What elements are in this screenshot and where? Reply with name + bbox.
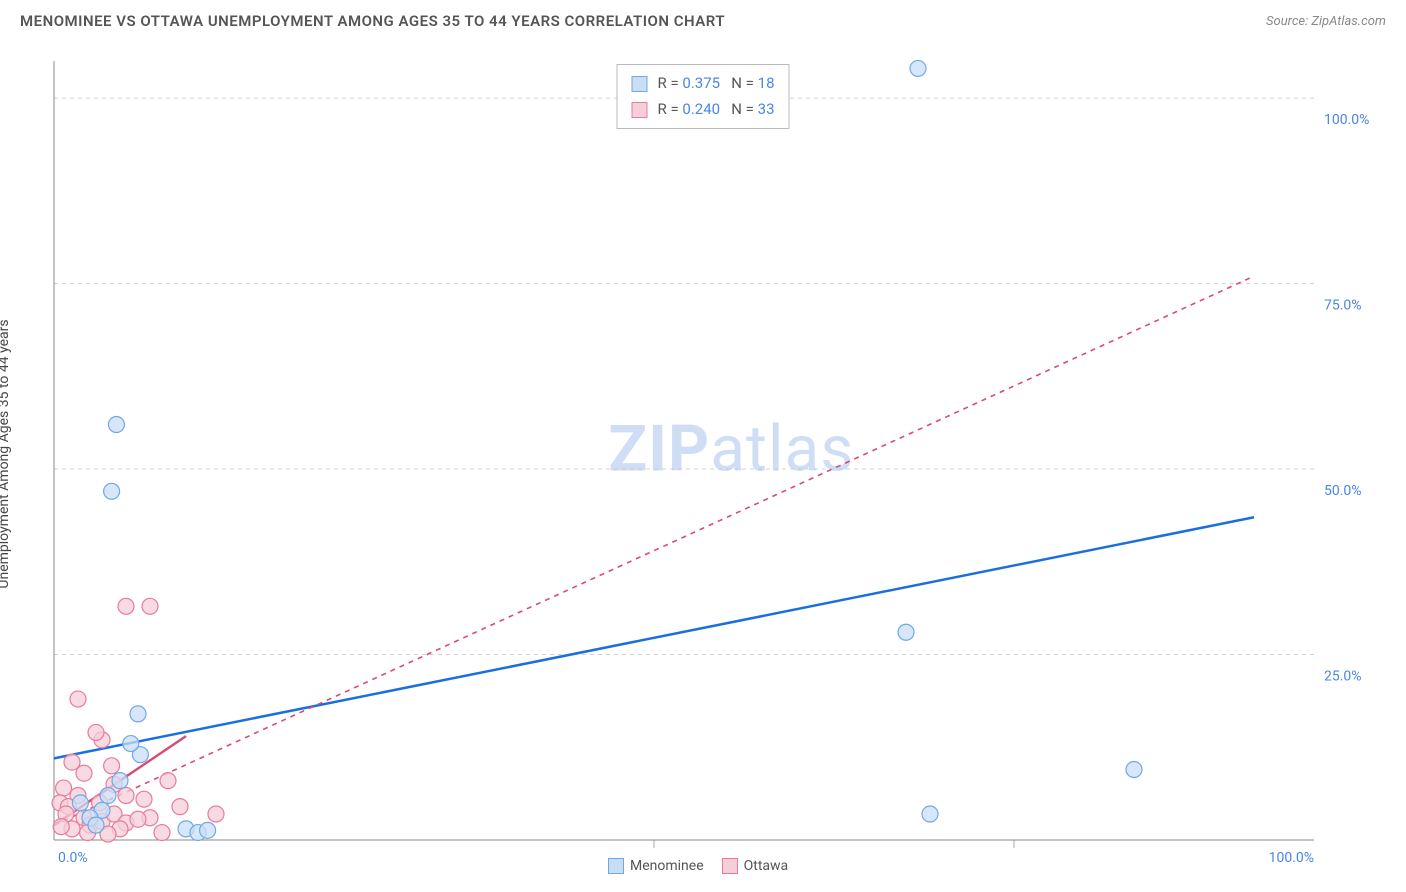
stat-r-label: R = (657, 100, 682, 118)
stat-r-value: 0.375 (682, 74, 720, 92)
chart-source: Source: ZipAtlas.com (1266, 14, 1386, 29)
series-legend: Menominee Ottawa (608, 858, 788, 874)
y-axis-label: Unemployment Among Ages 35 to 44 years (0, 319, 12, 588)
trend-line-ottawa-dashed (54, 276, 1254, 825)
chart-title: MENOMINEE VS OTTAWA UNEMPLOYMENT AMONG A… (20, 12, 725, 30)
data-point (154, 825, 170, 841)
data-point (70, 691, 86, 707)
data-point (118, 598, 134, 614)
chart-header: MENOMINEE VS OTTAWA UNEMPLOYMENT AMONG A… (0, 0, 1406, 38)
stat-r-label: R = (657, 74, 682, 92)
stat-r-value: 0.240 (682, 100, 720, 118)
watermark: ZIPatlas (608, 412, 854, 487)
stat-swatch (631, 76, 647, 92)
legend-swatch (722, 858, 738, 874)
data-point (88, 724, 104, 740)
scatter-chart: 25.0% 50.0% 75.0% 100.0% ZIPatlas 0.0% 100.0% (48, 55, 1388, 870)
x-origin-label: 0.0% (58, 850, 88, 866)
data-point (142, 598, 158, 614)
chart-svg: 25.0% 50.0% 75.0% 100.0% ZIPatlas 0.0% 100.0% (48, 55, 1388, 870)
data-point (130, 706, 146, 722)
data-point (104, 758, 120, 774)
legend-item: Ottawa (722, 858, 789, 874)
y-tick-label: 100.0% (1324, 112, 1369, 128)
data-point (160, 773, 176, 789)
y-tick-label: 25.0% (1324, 669, 1362, 685)
data-point (910, 60, 926, 76)
data-point (922, 806, 938, 822)
legend-label: Ottawa (744, 858, 789, 874)
stat-row: R = 0.375 N = 18 (631, 71, 774, 97)
data-point (104, 483, 120, 499)
legend-label: Menominee (630, 858, 704, 874)
stat-swatch (631, 102, 647, 118)
data-point (208, 806, 224, 822)
stat-n-label: N = (720, 100, 758, 118)
x-end-label: 100.0% (1269, 850, 1314, 866)
data-point (200, 822, 216, 838)
data-point (1126, 762, 1142, 778)
data-point (88, 817, 104, 833)
data-point (108, 417, 124, 433)
trend-line-menominee (54, 517, 1254, 758)
stat-row: R = 0.240 N = 33 (631, 97, 774, 123)
data-point (112, 773, 128, 789)
correlation-stats-box: R = 0.375 N = 18R = 0.240 N = 33 (616, 64, 789, 129)
stat-n-value: 18 (758, 74, 775, 92)
y-tick-label: 75.0% (1324, 298, 1362, 314)
data-point (136, 791, 152, 807)
data-point (172, 799, 188, 815)
data-point (72, 795, 88, 811)
data-point (898, 624, 914, 640)
y-tick-label: 50.0% (1324, 483, 1362, 499)
legend-swatch (608, 858, 624, 874)
data-point (100, 787, 116, 803)
data-point (130, 811, 146, 827)
stat-n-label: N = (720, 74, 758, 92)
data-point (53, 819, 69, 835)
data-point (64, 754, 80, 770)
stat-n-value: 33 (758, 100, 775, 118)
data-point (118, 787, 134, 803)
legend-item: Menominee (608, 858, 704, 874)
data-point (123, 736, 139, 752)
data-point (56, 780, 72, 796)
